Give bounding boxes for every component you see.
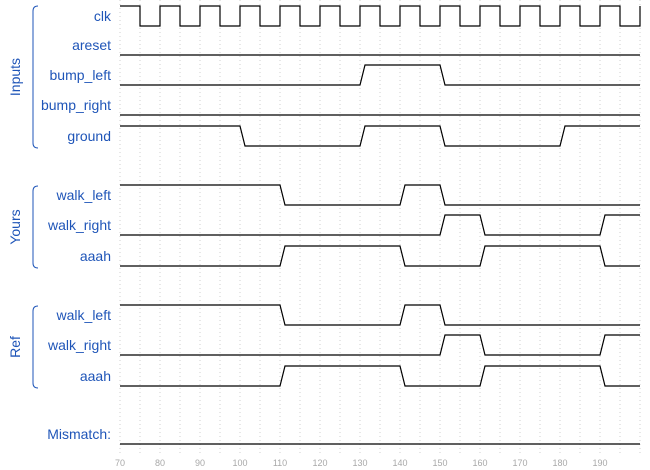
signal-label-ref-walk-left: walk_left <box>56 307 112 323</box>
signal-label-yours-walk-right: walk_right <box>47 217 111 233</box>
group-label-ref: Ref <box>7 336 23 358</box>
tick-label: 80 <box>155 458 165 468</box>
tick-label: 100 <box>232 458 247 468</box>
signal-label-inputs-bump-left: bump_left <box>50 67 112 83</box>
wave-yours-walk-right <box>120 214 640 236</box>
tick-label: 70 <box>115 458 125 468</box>
tick-label: 180 <box>552 458 567 468</box>
signal-label-yours-aaah: aaah <box>80 248 111 264</box>
tick-label: 130 <box>352 458 367 468</box>
tick-label: 110 <box>273 458 287 468</box>
signal-waves <box>120 5 641 445</box>
wave-yours-walk-left <box>120 184 640 206</box>
tick-label: 90 <box>195 458 205 468</box>
tick-label: 140 <box>392 458 407 468</box>
signal-label-inputs-ground: ground <box>67 128 111 144</box>
group-label-yours: Yours <box>7 209 23 244</box>
wave-ref-walk-right <box>120 334 640 356</box>
signal-label-mismatch: Mismatch: <box>47 426 111 442</box>
group-bracket-inputs <box>32 5 39 149</box>
group-bracket-yours <box>32 185 39 269</box>
wave-ref-walk-left <box>120 304 640 326</box>
wave-ref-aaah <box>120 365 640 387</box>
tick-label: 160 <box>472 458 487 468</box>
group-label-inputs: Inputs <box>7 58 23 96</box>
wave-inputs-bump-left <box>120 64 640 86</box>
signal-label-yours-walk-left: walk_left <box>56 187 112 203</box>
group-bracket-ref <box>32 305 39 389</box>
wave-inputs-ground <box>120 125 640 147</box>
signal-label-inputs-bump-right: bump_right <box>41 97 111 113</box>
signal-label-inputs-areset: areset <box>72 37 111 53</box>
tick-label: 150 <box>432 458 447 468</box>
tick-label: 170 <box>512 458 527 468</box>
wave-yours-aaah <box>120 245 640 267</box>
group-brackets: Inputs Yours Ref <box>7 5 39 389</box>
time-axis: 70 80 90 100 110 120 130 140 150 160 170 180 190 <box>115 458 608 468</box>
signal-label-ref-aaah: aaah <box>80 368 111 384</box>
tick-label: 190 <box>592 458 607 468</box>
wave-inputs-clk <box>120 5 641 27</box>
signal-label-ref-walk-right: walk_right <box>47 337 111 353</box>
time-grid <box>119 0 641 455</box>
signal-label-inputs-clk: clk <box>94 8 112 24</box>
tick-label: 120 <box>312 458 327 468</box>
